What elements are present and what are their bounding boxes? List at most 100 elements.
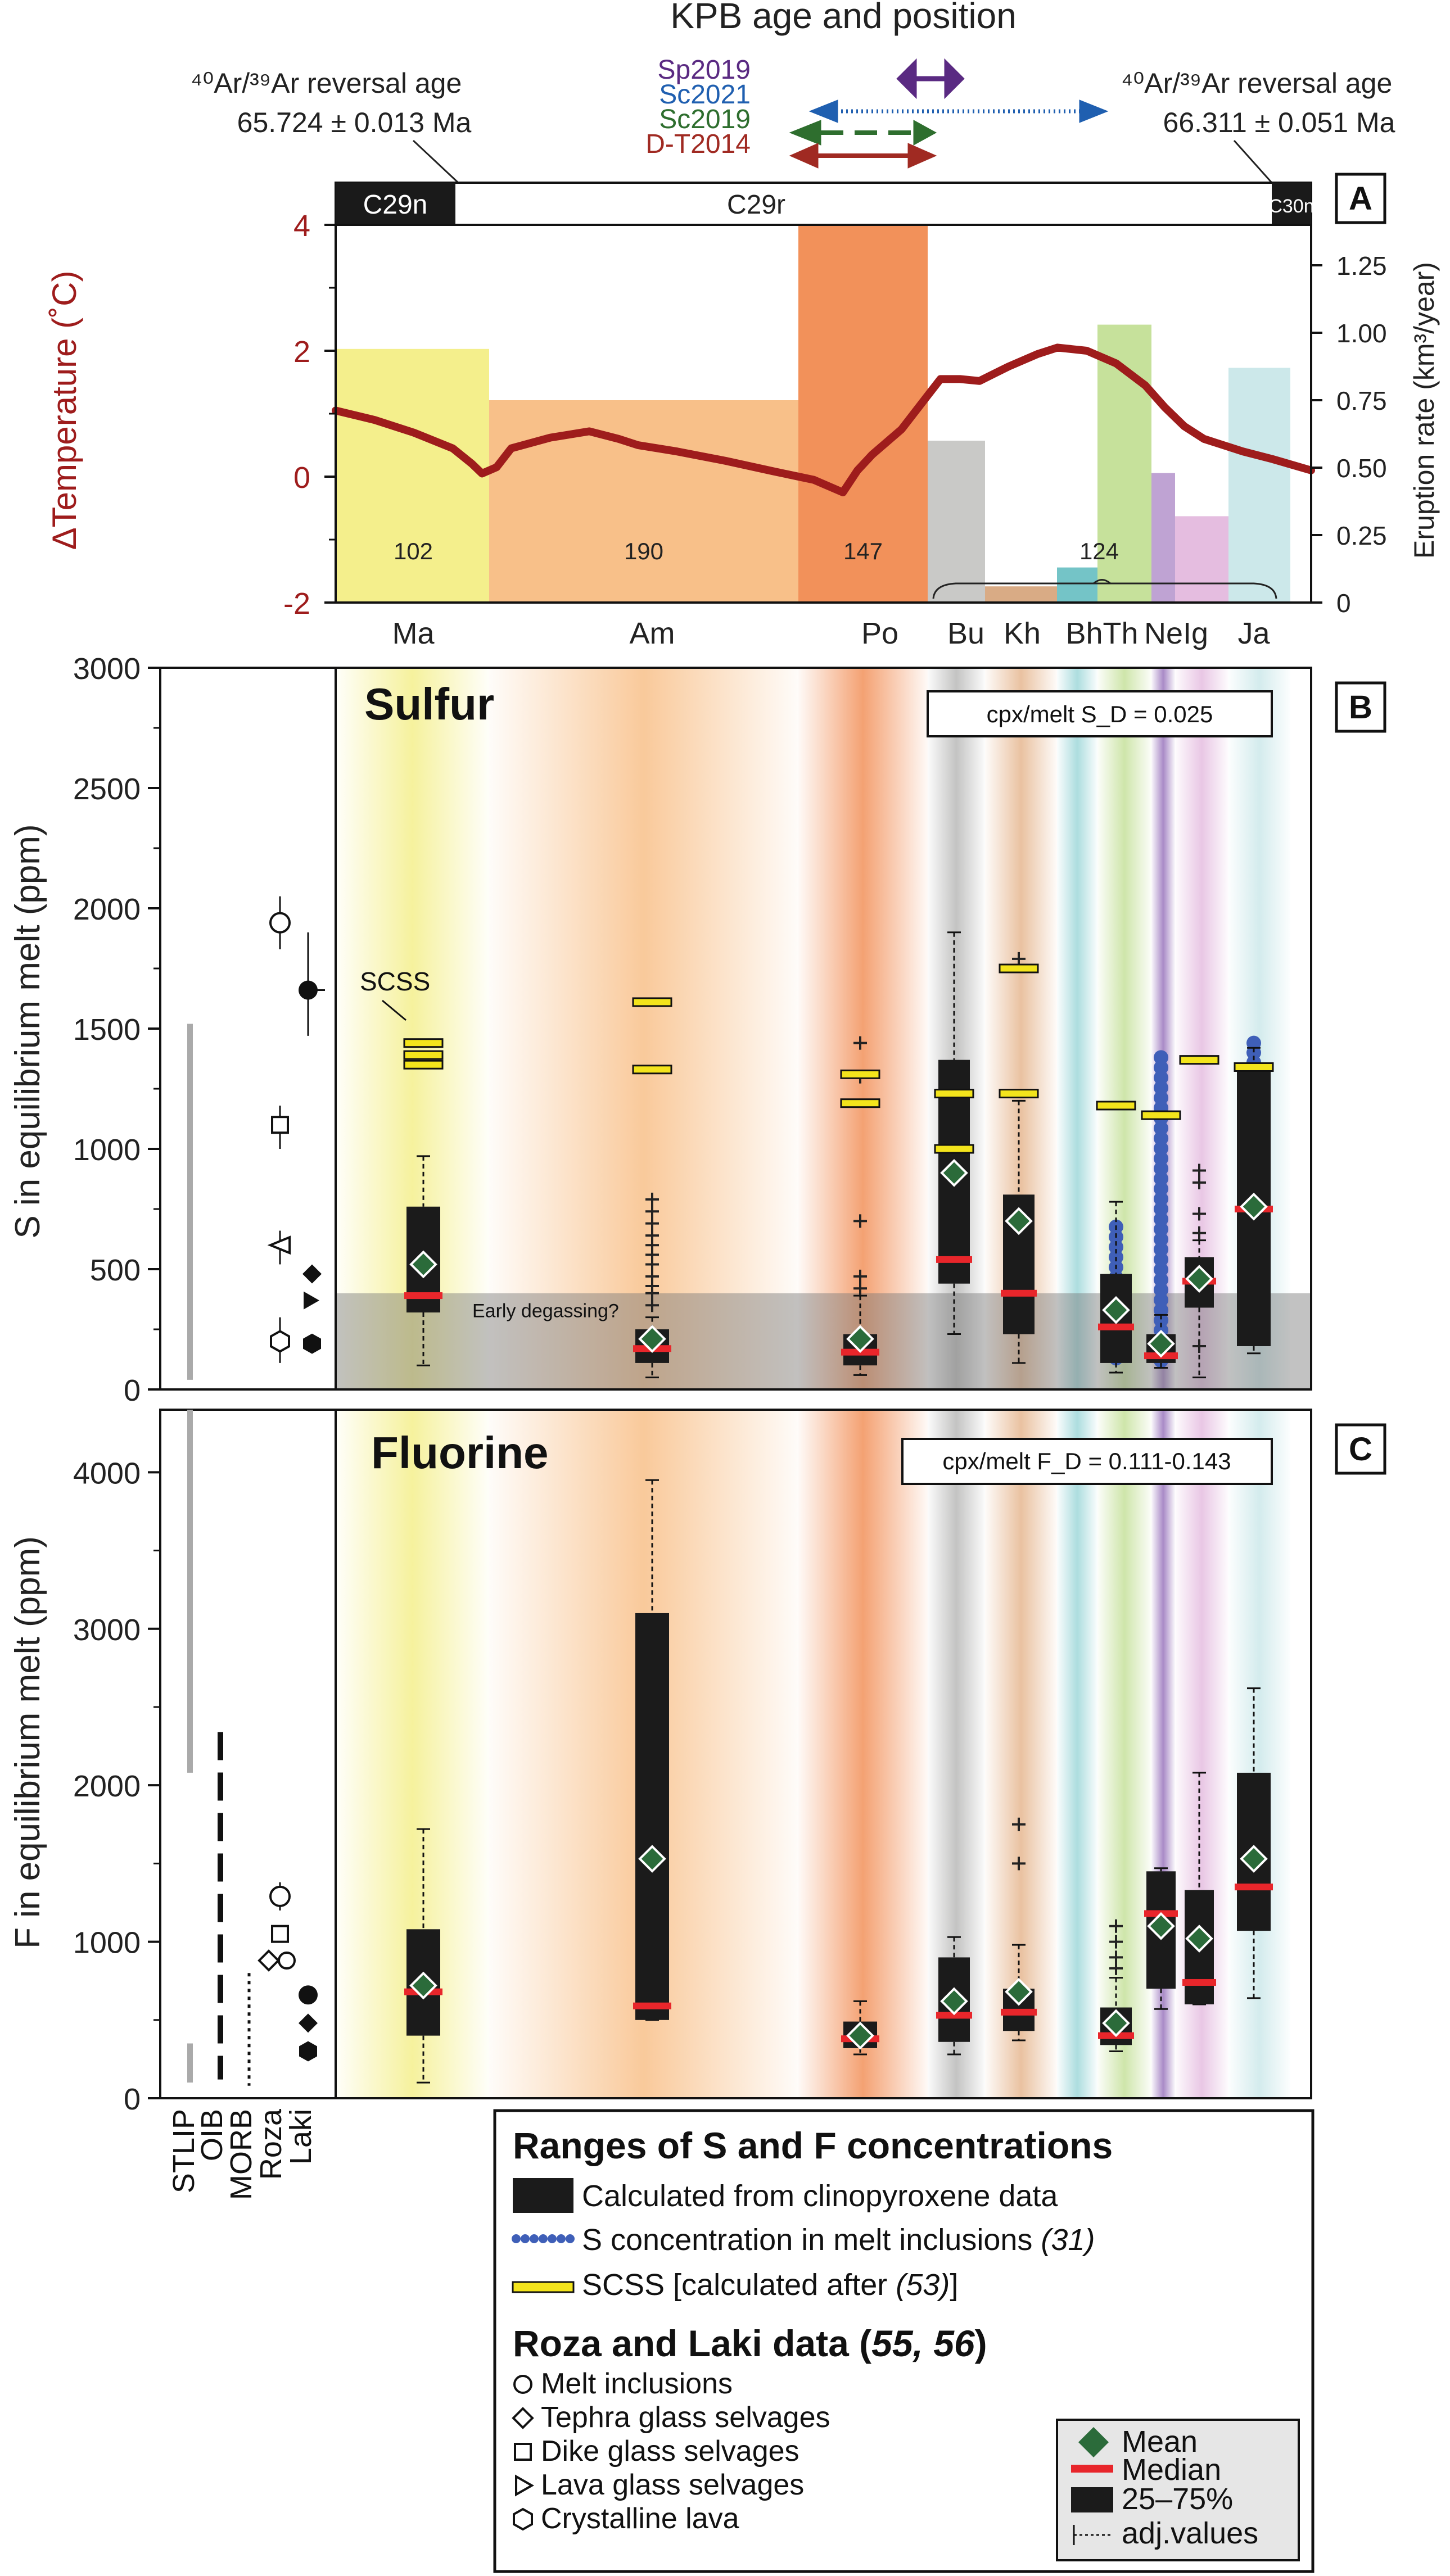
- legend-box-swatch: [513, 2178, 573, 2213]
- legend-symbol-label: Lava glass selvages: [541, 2469, 804, 2501]
- melt-inclusion-point: [1154, 1242, 1168, 1257]
- melt-inclusion-swatch-dot: [521, 2234, 530, 2243]
- melt-inclusion-point: [1154, 1211, 1168, 1226]
- fluorine-box-ja-mean: [1240, 1845, 1268, 1873]
- fluorine-box-bu-mean: [940, 1987, 968, 2016]
- scss-marker-kh: [999, 1089, 1039, 1099]
- melt-inclusion-point: [1154, 1131, 1168, 1146]
- category-label-po: Po: [861, 617, 898, 650]
- eruption-bar-ne: [1151, 473, 1175, 603]
- unit-band-bh: [1057, 668, 1097, 1389]
- scss-callout-leader: [382, 999, 406, 1021]
- melt-inclusion-point: [1154, 1121, 1168, 1136]
- reference-label-stlip: STLIP: [167, 2109, 201, 2193]
- fluorine-box-bu-median: [936, 2012, 972, 2019]
- sulfur-box-kh-median: [1001, 1289, 1037, 1297]
- eruption-bar-am: [489, 400, 798, 603]
- panel-c-tick-label: 3000: [73, 1613, 141, 1647]
- sulfur-box-ig-outlier: [1192, 1163, 1206, 1178]
- category-label-kh: Kh: [1004, 617, 1041, 650]
- scss-marker-kh: [999, 963, 1039, 974]
- melt-inclusion-point: [1154, 1090, 1168, 1106]
- category-label-neig: NeIg: [1144, 617, 1208, 650]
- panel-b-note: cpx/melt S_D = 0.025: [987, 701, 1213, 727]
- melt-inclusion-point: [1154, 1060, 1168, 1075]
- panel-a-right-tick-label: 0.50: [1336, 454, 1387, 483]
- panel-label-b-box: [1335, 681, 1386, 733]
- eruption-bar-bh: [1057, 567, 1097, 603]
- sulfur-box-am-outlier: [645, 1205, 659, 1219]
- eruption-bar-po: [798, 225, 928, 603]
- chron-c30n: C30n: [1268, 196, 1314, 217]
- eruption-bar-ma: [336, 348, 489, 603]
- legend-title: Ranges of S and F concentrations: [513, 2125, 1113, 2166]
- eruption-bar-bu: [928, 441, 985, 603]
- melt-inclusion-point: [1154, 1181, 1168, 1197]
- panel-a-right-tick-label: 0: [1336, 588, 1351, 618]
- left-age-value: 65.724 ± 0.013 Ma: [237, 107, 472, 138]
- study-label-sc2021: Sc2021: [659, 80, 751, 110]
- eruption-bar-ja: [1228, 368, 1290, 603]
- panel-label-c: C: [1349, 1431, 1372, 1468]
- early-degassing-label: Early degassing?: [472, 1301, 619, 1322]
- study-label-d-t2014: D-T2014: [645, 129, 751, 159]
- sulfur-box-po-outlier: [853, 1282, 867, 1296]
- legend-triangle-icon: [515, 2474, 535, 2497]
- panel-a-left-axis-title: ΔTemperature (˚C): [46, 271, 83, 550]
- laki-crystalline-lava: [303, 1333, 321, 1354]
- panel-c-reference-data: [187, 1410, 318, 2086]
- scss-marker-po: [840, 1069, 880, 1079]
- chron-c29r: C29r: [727, 190, 785, 220]
- volume-label: 147: [843, 538, 883, 564]
- panel-c-tick-label: 0: [124, 2082, 141, 2116]
- roza-tephra-c: [258, 1949, 280, 1972]
- melt-inclusion-point: [1154, 1050, 1168, 1065]
- study-label-sc2019: Sc2019: [659, 105, 751, 134]
- sulfur-box-ma-median: [404, 1292, 442, 1300]
- eruption-bar-kh: [985, 586, 1057, 603]
- panel-a-right-axis-title: Eruption rate (km³/year): [1408, 262, 1440, 559]
- laki-melt-inclusion: [299, 980, 318, 1000]
- unit-band-th: [1097, 668, 1151, 1389]
- melt-inclusion-point: [1154, 1292, 1168, 1307]
- box-key-median: Median: [1122, 2453, 1221, 2487]
- category-label-bhth: BhTh: [1065, 617, 1138, 650]
- panel-c-title: Fluorine: [371, 1428, 549, 1478]
- legend-item-3: SCSS [calculated after (53)]: [582, 2268, 958, 2302]
- roza-dike-glass: [271, 1116, 289, 1134]
- panel-c-axis-title: F in equilibrium melt (ppm): [8, 1536, 47, 1949]
- fluorine-box-th-mean: [1102, 2009, 1130, 2038]
- bracket-tick: [1093, 579, 1111, 585]
- melt-inclusion-point: [1154, 1161, 1168, 1176]
- unit-band-po: [798, 668, 928, 1389]
- legend-square-icon: [514, 2443, 532, 2461]
- reference-label-morb: MORB: [224, 2109, 258, 2200]
- sulfur-box-po-mean: [846, 1325, 874, 1353]
- panel-a-left-tick-label: -2: [283, 587, 310, 621]
- melt-inclusion-point: [1246, 1035, 1261, 1051]
- legend-hexagon-icon: [513, 2507, 533, 2531]
- fluorine-box-th-outlier: [1109, 1950, 1123, 1964]
- unit-band-ja: [1228, 1410, 1290, 2098]
- scss-marker-bu: [934, 1089, 974, 1099]
- sulfur-box-am-outlier: [645, 1192, 659, 1206]
- unit-band-bh: [1057, 1410, 1097, 2098]
- panel-c-tick-label: 2000: [73, 1769, 141, 1803]
- sulfur-box-ja-mean: [1240, 1192, 1268, 1221]
- panel-b-tick-label: 2500: [73, 772, 141, 806]
- scss-marker-bu: [934, 1144, 974, 1154]
- sulfur-box-ig-outlier: [1192, 1207, 1206, 1221]
- reference-label-oib: OIB: [195, 2109, 229, 2161]
- sulfur-box-ig-mean: [1185, 1265, 1213, 1293]
- melt-inclusion-point: [1154, 1252, 1168, 1267]
- sulfur-box-po-outlier: [853, 1036, 867, 1050]
- scss-marker-ig: [1179, 1055, 1219, 1065]
- category-label-am: Am: [630, 617, 675, 650]
- fluorine-box-kh-outlier: [1012, 1857, 1026, 1871]
- panel-label-a: A: [1335, 173, 1386, 224]
- eruption-bar-ig: [1175, 516, 1228, 603]
- chron-bar: C29n C29r C30n: [335, 182, 1315, 226]
- unit-band-th: [1097, 1410, 1151, 2098]
- chron-c29n: C29n: [363, 190, 428, 220]
